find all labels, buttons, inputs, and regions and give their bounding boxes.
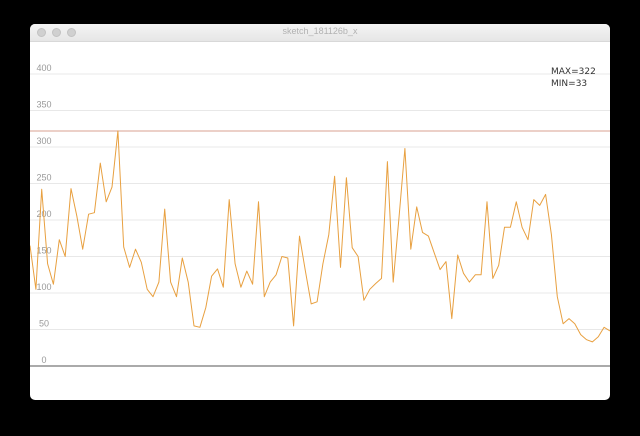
max-readout: MAX=322 — [551, 67, 596, 77]
y-tick-label: 250 — [36, 173, 51, 183]
window-title: sketch_181126b_x — [282, 26, 358, 36]
y-tick-label: 350 — [36, 100, 51, 110]
stats-readout: MAX=322 MIN=33 — [551, 66, 596, 90]
y-tick-label: 0 — [41, 355, 46, 365]
min-readout: MIN=33 — [551, 79, 588, 89]
series-line — [30, 130, 610, 343]
zoom-button[interactable] — [67, 28, 76, 37]
title-bar[interactable]: sketch_181126b_x — [30, 24, 610, 42]
sketch-window: sketch_181126b_x 0 50 100 150 200 250 300 350 40… — [30, 24, 610, 400]
y-tick-label: 150 — [36, 246, 51, 256]
y-tick-label: 300 — [36, 136, 51, 146]
minimize-button[interactable] — [52, 28, 61, 37]
y-tick-label: 50 — [39, 319, 49, 329]
close-button[interactable] — [37, 28, 46, 37]
y-tick-label: 100 — [36, 282, 51, 292]
sketch-canvas: 0 50 100 150 200 250 300 350 400 MAX=322 MIN=33 — [30, 41, 610, 400]
y-tick-label: 400 — [36, 63, 51, 73]
